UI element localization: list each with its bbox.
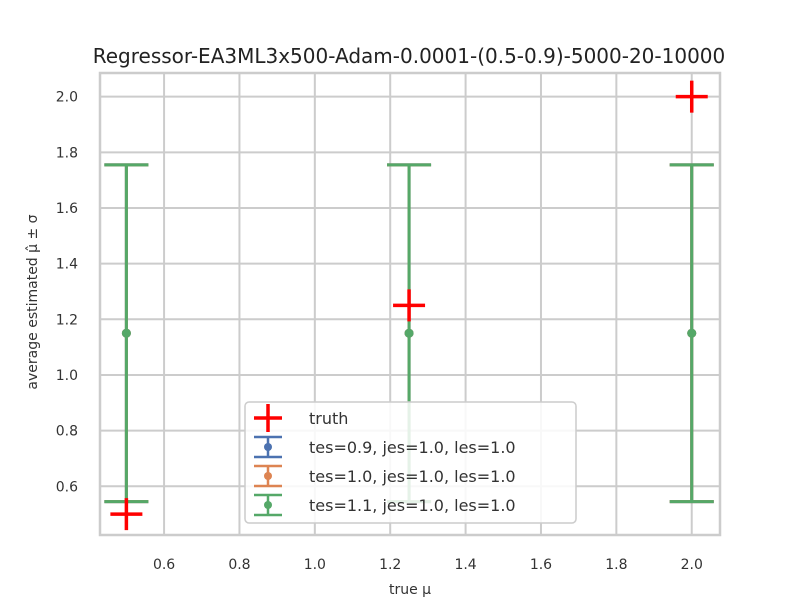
y-tick-label: 0.8 xyxy=(56,424,78,440)
x-tick-label: 0.8 xyxy=(228,557,250,573)
x-tick-label: 1.2 xyxy=(379,557,401,573)
x-tick-label: 1.0 xyxy=(304,557,326,573)
legend-label: tes=0.9, jes=1.0, les=1.0 xyxy=(309,438,516,457)
y-axis-label: average estimated μ̂ ± σ xyxy=(25,214,41,389)
legend-label: tes=1.1, jes=1.0, les=1.0 xyxy=(309,496,516,515)
axes-frame xyxy=(98,71,722,537)
legend-items: truth tes=0.9, jes=1.0, les=1.0 tes=1.0, j… xyxy=(254,404,516,517)
mean-point xyxy=(687,328,697,338)
legend-point xyxy=(264,443,272,451)
y-tick-label: 1.6 xyxy=(56,201,78,217)
x-tick-label: 1.4 xyxy=(454,557,476,573)
y-tick-label: 1.4 xyxy=(56,257,78,273)
x-tick-label: 2.0 xyxy=(681,557,703,573)
mean-point xyxy=(121,328,131,338)
chart-title: Regressor-EA3ML3x500-Adam-0.0001-(0.5-0.… xyxy=(93,44,726,68)
y-tick-label: 1.0 xyxy=(56,368,78,384)
mean-point xyxy=(404,328,414,338)
y-tick-label: 2.0 xyxy=(56,90,78,106)
x-tick-labels: 0.6 0.8 1.0 1.2 1.4 1.6 1.8 2.0 xyxy=(153,557,703,573)
legend: truth tes=0.9, jes=1.0, les=1.0 tes=1.0, j… xyxy=(244,401,577,524)
y-tick-label: 0.6 xyxy=(56,479,78,495)
y-tick-labels: 0.6 0.8 1.0 1.2 1.4 1.6 1.8 2.0 xyxy=(56,90,78,496)
legend-label: tes=1.0, jes=1.0, les=1.0 xyxy=(309,467,516,486)
x-tick-label: 1.8 xyxy=(605,557,627,573)
legend-label: truth xyxy=(309,409,348,428)
legend-point xyxy=(264,501,272,509)
x-axis-label: true μ xyxy=(389,582,431,598)
legend-box xyxy=(244,401,577,524)
x-tick-label: 0.6 xyxy=(153,557,175,573)
y-tick-label: 1.8 xyxy=(56,145,78,161)
x-tick-label: 1.6 xyxy=(530,557,552,573)
y-tick-label: 1.2 xyxy=(56,312,78,328)
legend-point xyxy=(264,472,272,480)
